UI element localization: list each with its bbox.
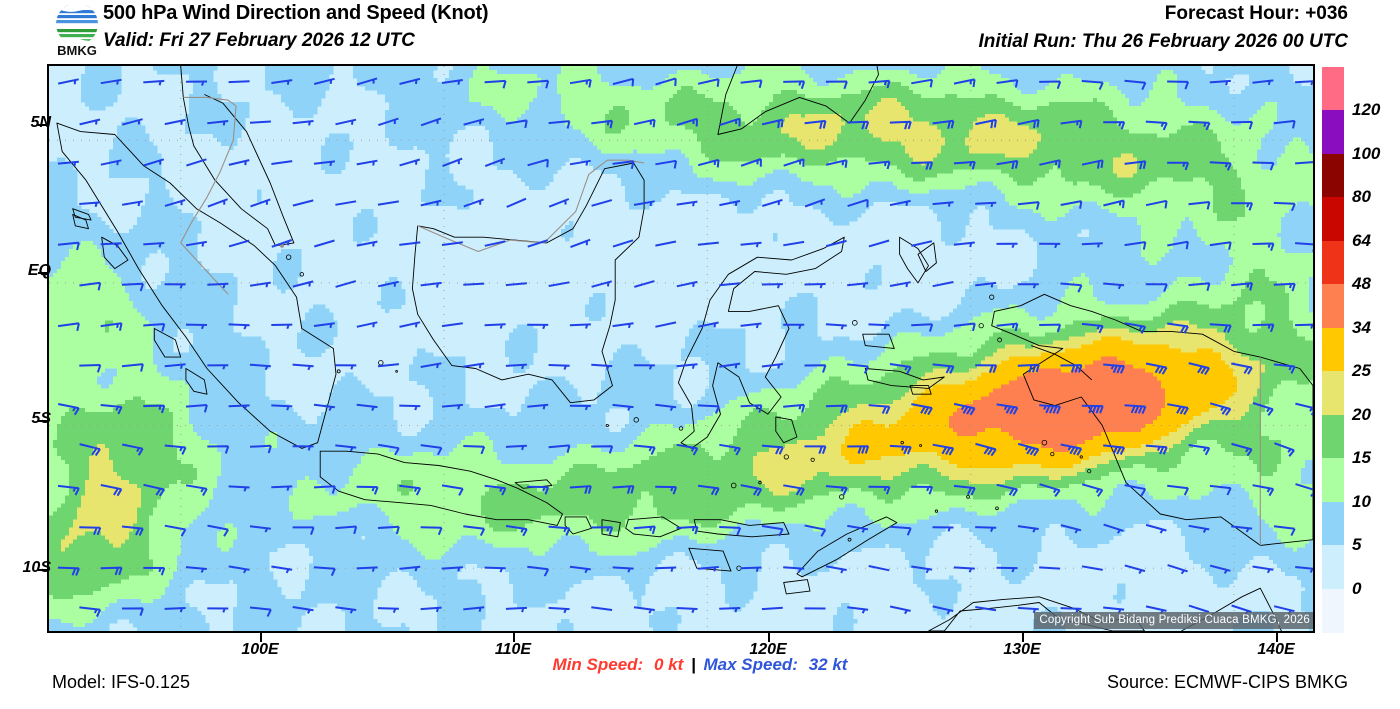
graticule-layer bbox=[49, 66, 1313, 631]
colorbar-tick-label: 10 bbox=[1352, 491, 1371, 511]
speed-separator: | bbox=[690, 655, 696, 674]
x-axis-label: 130E bbox=[1003, 641, 1041, 658]
y-axis-tick bbox=[38, 124, 47, 126]
x-axis-tick bbox=[768, 633, 770, 642]
max-speed-value: 32 kt bbox=[808, 655, 848, 674]
x-axis-tick bbox=[260, 633, 262, 642]
x-axis-label: 100E bbox=[241, 641, 279, 658]
colorbar-segment bbox=[1322, 197, 1344, 242]
windspeed-colorbar bbox=[1322, 67, 1344, 633]
y-axis-label: EQ bbox=[27, 262, 51, 279]
colorbar-segment bbox=[1322, 240, 1344, 285]
y-axis-tick bbox=[38, 420, 47, 422]
colorbar-segment bbox=[1322, 458, 1344, 503]
map-canvas[interactable] bbox=[49, 66, 1313, 631]
source-label: Source: ECMWF-CIPS BMKG bbox=[1106, 672, 1348, 692]
map-copyright: Copyright Sub Bidang Prediksi Cuaca BMKG… bbox=[1034, 612, 1313, 629]
colorbar-segment bbox=[1322, 110, 1344, 155]
colorbar-tick-label: 48 bbox=[1352, 274, 1371, 294]
colorbar-tick-label: 25 bbox=[1352, 361, 1371, 381]
x-axis-label: 120E bbox=[749, 641, 787, 658]
x-axis-label: 110E bbox=[494, 641, 532, 658]
x-axis-label: 140E bbox=[1257, 641, 1295, 658]
y-axis-tick bbox=[38, 272, 47, 274]
colorbar-tick-label: 120 bbox=[1352, 100, 1381, 120]
colorbar-tick-label: 64 bbox=[1352, 230, 1371, 250]
svg-text:BMKG: BMKG bbox=[57, 43, 97, 58]
colorbar-segment bbox=[1322, 284, 1344, 329]
windspeed-shading-layer bbox=[49, 66, 1313, 631]
colorbar-tick-label: 5 bbox=[1352, 535, 1362, 555]
min-speed-label: Min Speed: bbox=[552, 655, 644, 674]
colorbar-segment bbox=[1322, 501, 1344, 546]
max-speed-label: Max Speed: bbox=[703, 655, 798, 674]
x-axis-tick bbox=[513, 633, 515, 642]
colorbar-tick-label: 0 bbox=[1352, 578, 1362, 598]
colorbar-tick-label: 20 bbox=[1352, 404, 1371, 424]
y-axis-label: 5S bbox=[31, 410, 51, 427]
x-axis-tick bbox=[1276, 633, 1278, 642]
y-axis-label: 5N bbox=[30, 114, 51, 131]
colorbar-segment bbox=[1322, 588, 1344, 633]
colorbar-segment bbox=[1322, 153, 1344, 198]
forecast-hour-label: Forecast Hour: +036 bbox=[1164, 3, 1348, 24]
valid-time-label: Valid: Fri 27 February 2026 12 UTC bbox=[103, 30, 415, 51]
colorbar-tick-label: 15 bbox=[1352, 448, 1371, 468]
colorbar-tick-label: 34 bbox=[1352, 317, 1371, 337]
bmkg-logo: BMKG bbox=[46, 2, 108, 58]
colorbar-segment bbox=[1322, 67, 1344, 112]
min-speed-value: 0 kt bbox=[653, 655, 684, 674]
colorbar-segment bbox=[1322, 371, 1344, 416]
initial-run-label: Initial Run: Thu 26 February 2026 00 UTC bbox=[978, 31, 1348, 52]
colorbar-segment bbox=[1322, 414, 1344, 459]
model-label: Model: IFS-0.125 bbox=[52, 672, 191, 692]
colorbar-tick-label: 80 bbox=[1352, 187, 1371, 207]
y-axis-label: 10S bbox=[22, 559, 51, 576]
page-title: 500 hPa Wind Direction and Speed (Knot) bbox=[103, 2, 489, 24]
speed-summary: Min Speed: 0 kt | Max Speed: 32 kt bbox=[553, 655, 848, 675]
x-axis-tick bbox=[1022, 633, 1024, 642]
colorbar-segment bbox=[1322, 327, 1344, 372]
weather-map[interactable]: Copyright Sub Bidang Prediksi Cuaca BMKG… bbox=[47, 64, 1315, 633]
colorbar-segment bbox=[1322, 545, 1344, 590]
y-axis-tick bbox=[38, 569, 47, 571]
colorbar-tick-label: 100 bbox=[1352, 143, 1381, 163]
